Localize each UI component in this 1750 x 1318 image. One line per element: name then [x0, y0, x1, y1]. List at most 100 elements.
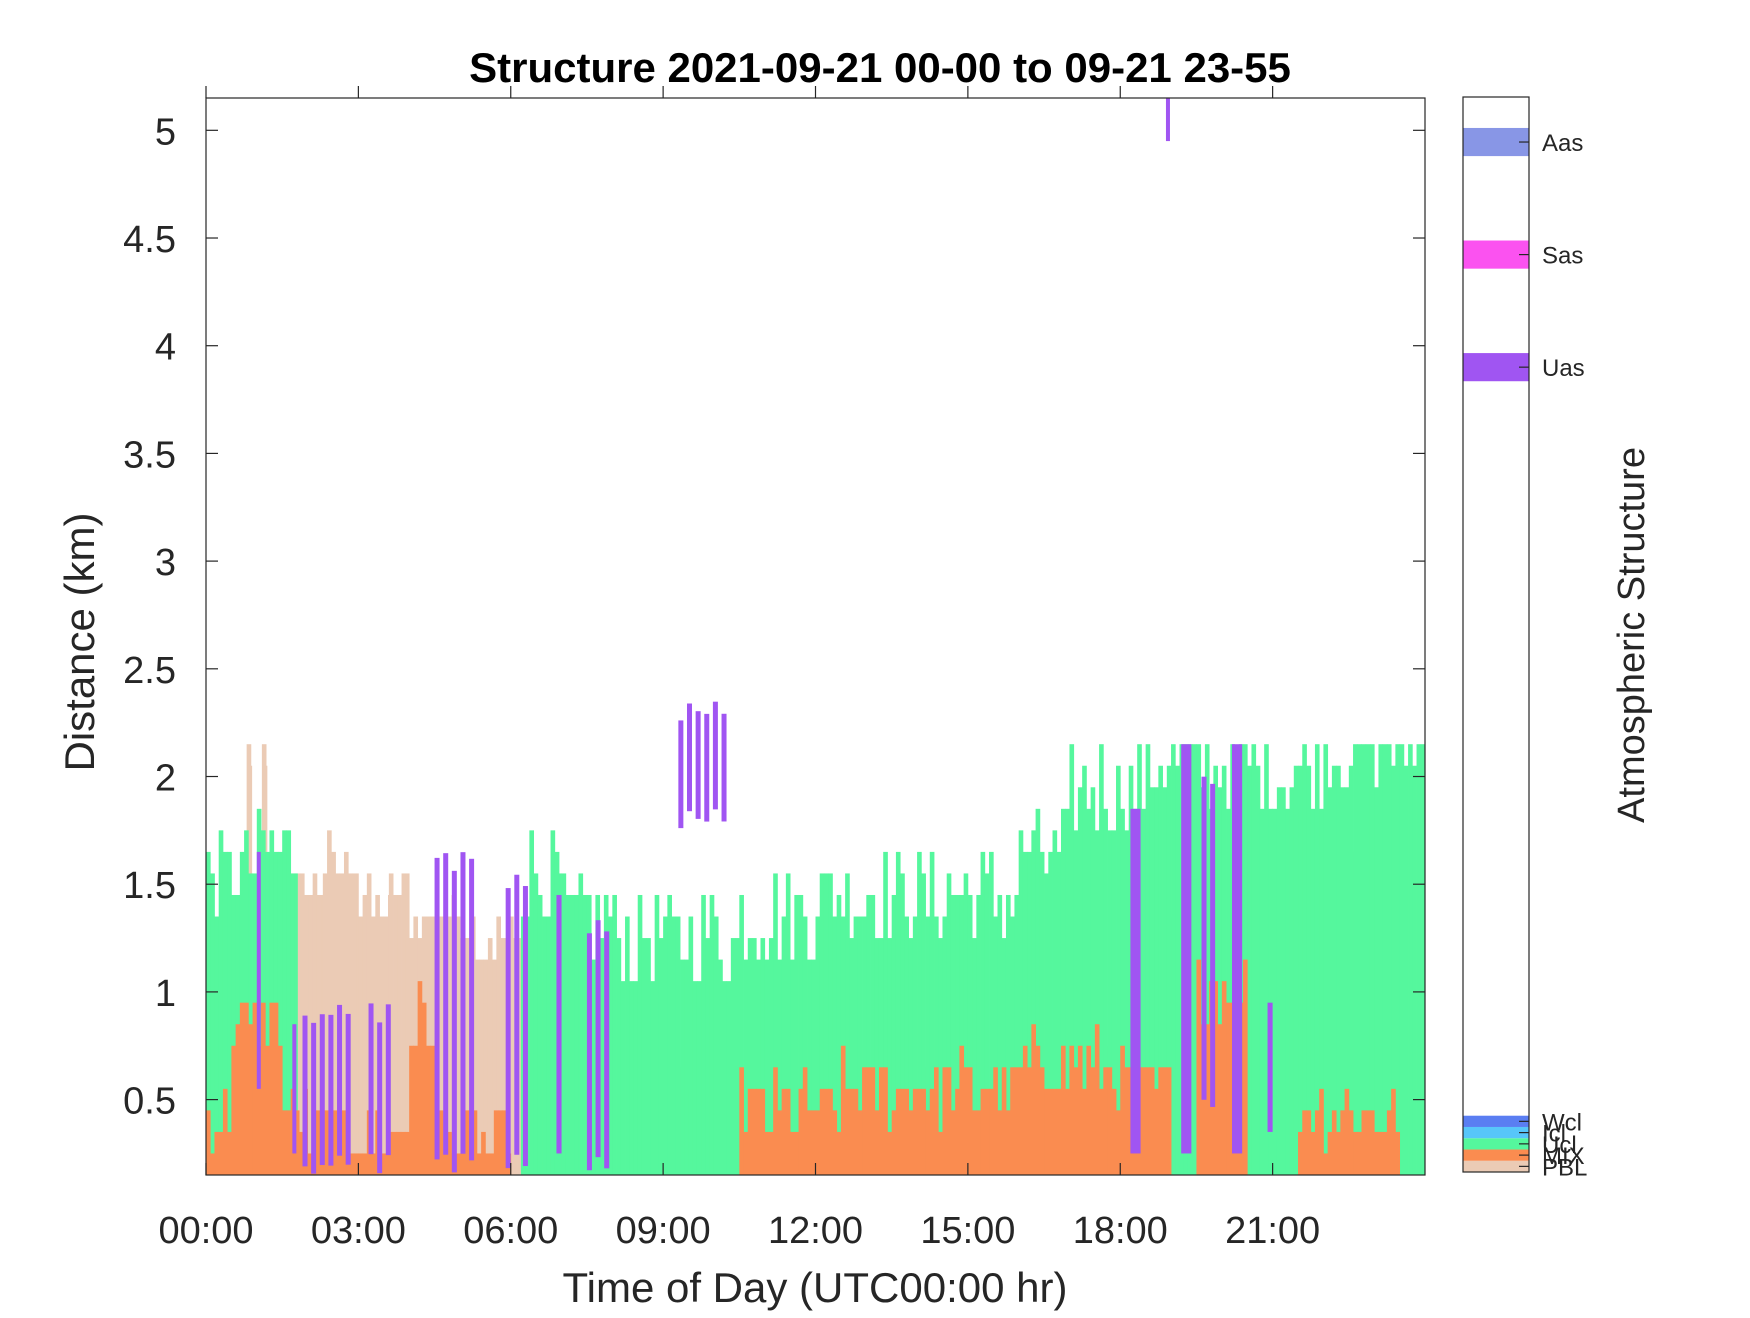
mix-column: [828, 1088, 833, 1175]
mix-column: [1369, 1110, 1375, 1175]
pbl-column: [352, 873, 358, 1175]
ucl-column: [722, 981, 728, 1175]
mix-column: [400, 1131, 406, 1175]
ucl-column: [688, 916, 694, 1175]
mix-column: [1226, 1002, 1231, 1175]
mix-column: [493, 1110, 499, 1175]
mix-column: [489, 1153, 495, 1175]
ucl-column: [641, 938, 647, 1175]
ucl-column: [976, 894, 981, 1175]
mix-column: [443, 1153, 448, 1175]
ucl-column: [934, 916, 939, 1175]
mix-column: [1107, 1067, 1113, 1175]
ucl-column: [214, 916, 220, 1175]
mix-column: [908, 1110, 914, 1175]
ucl-column: [845, 873, 850, 1175]
pbl-column: [487, 938, 493, 1175]
ucl-column: [874, 938, 880, 1175]
colorbar-tick-label: Icl: [1542, 1121, 1566, 1148]
mix-column: [1048, 1088, 1053, 1175]
ucl-column: [1221, 765, 1227, 1175]
plot-area: [206, 98, 1426, 1175]
ucl-column: [1420, 744, 1426, 1175]
ucl-column: [1171, 744, 1176, 1175]
ucl-column: [1391, 765, 1396, 1175]
ucl-column: [692, 981, 698, 1175]
mix-column: [883, 1067, 888, 1175]
mix-column: [459, 1153, 465, 1175]
mix-column: [502, 1110, 507, 1175]
uas-spike: [451, 870, 457, 1173]
mix-column: [862, 1067, 867, 1175]
mix-column: [1348, 1110, 1354, 1175]
uas-spike: [328, 1014, 334, 1166]
ucl-column: [883, 851, 888, 1175]
ucl-column: [1314, 744, 1320, 1175]
mix-column: [1204, 1024, 1210, 1175]
mix-column: [1052, 1088, 1058, 1175]
uas-layer: [256, 98, 1273, 1174]
mix-column: [785, 1088, 791, 1175]
uas-spike: [302, 1015, 308, 1167]
ucl-column: [781, 916, 787, 1175]
ucl-column: [1386, 744, 1392, 1175]
ucl-column: [206, 851, 211, 1175]
mix-column: [959, 1045, 965, 1175]
ucl-column: [1272, 808, 1278, 1175]
colorbar-band-ucl: [1463, 1138, 1529, 1150]
ucl-column: [1310, 808, 1316, 1175]
ucl-column: [1403, 765, 1409, 1175]
mix-column: [1082, 1088, 1087, 1175]
ucl-column: [1082, 765, 1087, 1175]
ucl-column: [1141, 808, 1147, 1175]
ucl-column: [680, 959, 685, 1175]
y-axis-label: Distance (km): [56, 512, 103, 771]
ucl-column: [1086, 808, 1092, 1175]
ucl-column: [1035, 808, 1041, 1175]
mix-column: [324, 1110, 330, 1175]
mix-column: [277, 1045, 283, 1175]
ucl-column: [1014, 894, 1020, 1175]
mix-column: [371, 1153, 376, 1175]
ucl-column: [650, 981, 656, 1175]
mix-column: [887, 1131, 893, 1175]
mix-column: [1378, 1131, 1384, 1175]
pbl-column: [322, 873, 328, 1175]
mix-column: [1340, 1110, 1345, 1175]
mix-column: [1310, 1131, 1316, 1175]
colorbar-tick-label: Sas: [1542, 243, 1583, 270]
uas-spike: [721, 713, 727, 822]
x-tick-label: 00:00: [158, 1210, 253, 1252]
pbl-column: [358, 916, 364, 1175]
ucl-column: [908, 938, 914, 1175]
mix-column: [967, 1067, 973, 1175]
mix-column: [798, 1088, 804, 1175]
mix-column: [1039, 1067, 1045, 1175]
mix-column: [840, 1045, 846, 1175]
mix-column: [349, 1153, 355, 1175]
mix-column: [794, 1131, 799, 1175]
mix-column: [934, 1067, 939, 1175]
colorbar-tick-label: Wcl: [1542, 1109, 1582, 1136]
ucl-column: [633, 981, 639, 1175]
mix-column: [857, 1110, 863, 1175]
mix-column: [1331, 1110, 1337, 1175]
ucl-column: [1348, 765, 1354, 1175]
y-tick-label: 0.5: [123, 1081, 176, 1123]
pbl-column: [388, 873, 394, 1175]
ucl-column: [739, 894, 744, 1175]
mix-column: [210, 1153, 215, 1175]
mix-column: [239, 1002, 245, 1175]
mix-column: [1365, 1110, 1371, 1175]
uas-spike: [678, 720, 684, 829]
pbl-column: [475, 959, 480, 1175]
mix-column: [455, 1153, 461, 1175]
ucl-column: [785, 873, 791, 1175]
mix-column: [1027, 1067, 1032, 1175]
mix-column: [413, 1045, 419, 1175]
mix-column: [1395, 1131, 1401, 1175]
ucl-column: [654, 894, 660, 1175]
uas-spike: [586, 933, 592, 1171]
ucl-column: [1145, 744, 1151, 1175]
mix-column: [476, 1153, 482, 1175]
